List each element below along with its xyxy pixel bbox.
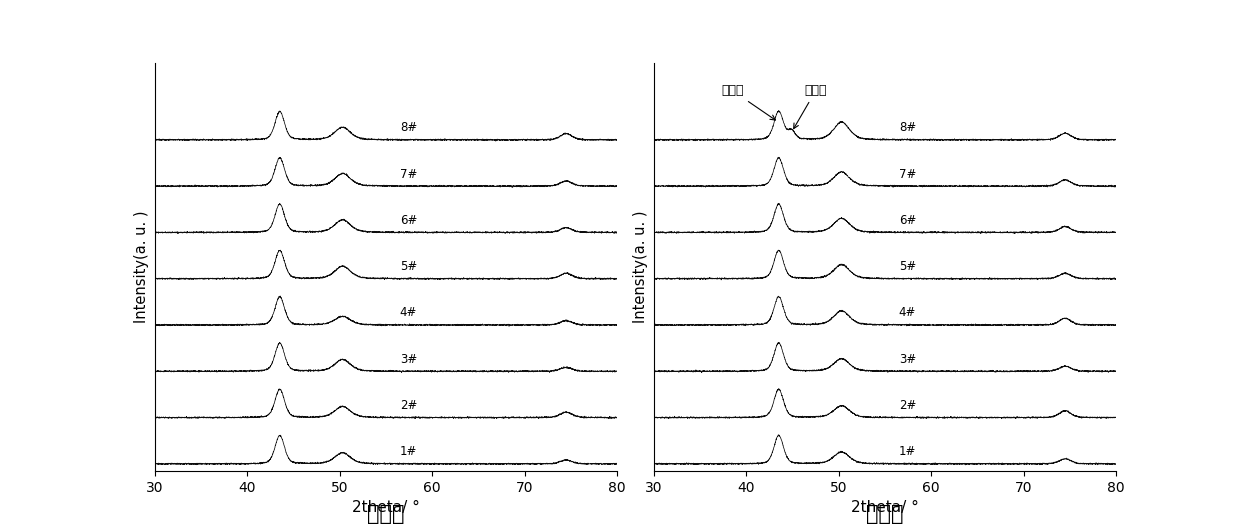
Text: 6#: 6# bbox=[899, 214, 916, 227]
Text: 3#: 3# bbox=[899, 353, 916, 366]
Text: 5#: 5# bbox=[399, 260, 417, 273]
Text: 2#: 2# bbox=[899, 399, 916, 412]
Text: 8#: 8# bbox=[899, 121, 916, 134]
Y-axis label: Intensity(a. u. ): Intensity(a. u. ) bbox=[634, 211, 649, 323]
Text: 4#: 4# bbox=[399, 306, 417, 320]
Text: 马氏体: 马氏体 bbox=[794, 84, 827, 129]
Text: 2#: 2# bbox=[399, 399, 417, 412]
Text: 7#: 7# bbox=[399, 168, 417, 180]
Text: 奥氏体: 奥氏体 bbox=[722, 84, 775, 120]
Text: 1#: 1# bbox=[899, 445, 916, 458]
Text: 4#: 4# bbox=[899, 306, 916, 320]
Text: 冲击前: 冲击前 bbox=[367, 504, 404, 524]
Y-axis label: Intensity(a. u. ): Intensity(a. u. ) bbox=[134, 211, 150, 323]
Text: 7#: 7# bbox=[899, 168, 916, 180]
Text: 冲击后: 冲击后 bbox=[867, 504, 904, 524]
Text: 6#: 6# bbox=[399, 214, 417, 227]
Text: 3#: 3# bbox=[399, 353, 417, 366]
Text: 1#: 1# bbox=[399, 445, 417, 458]
Text: 8#: 8# bbox=[399, 121, 417, 134]
X-axis label: 2theta/ °: 2theta/ ° bbox=[352, 500, 420, 515]
Text: 5#: 5# bbox=[899, 260, 916, 273]
X-axis label: 2theta/ °: 2theta/ ° bbox=[851, 500, 919, 515]
